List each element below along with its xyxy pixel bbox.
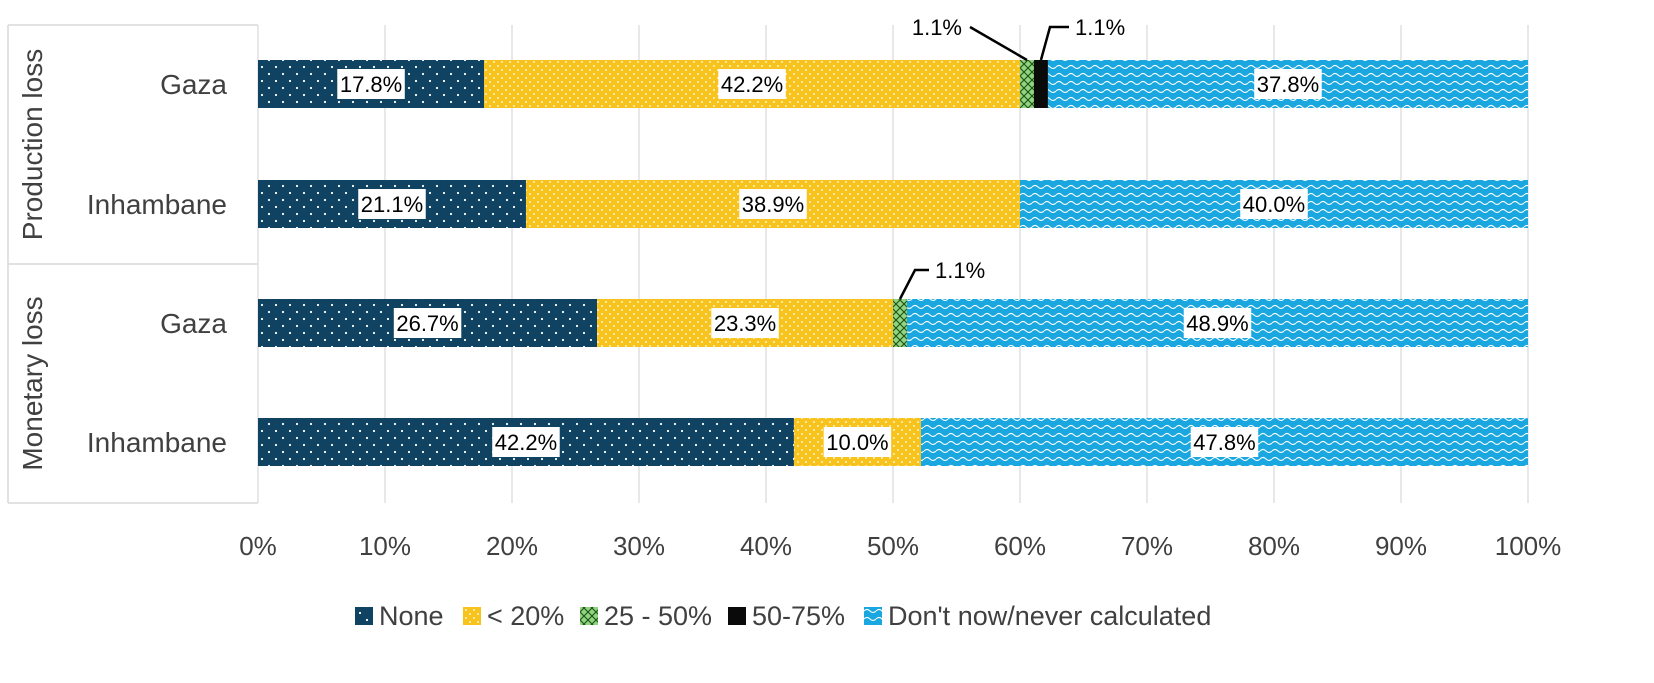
data-label: 38.9% — [742, 192, 804, 217]
x-tick-label: 100% — [1495, 531, 1562, 561]
data-label: 42.2% — [495, 430, 557, 455]
leader-line — [898, 268, 929, 300]
data-label: 23.3% — [714, 311, 776, 336]
legend-swatch-don-t-now-never-calculated — [864, 607, 882, 625]
data-label-bg — [337, 69, 405, 99]
data-label-bg — [1183, 308, 1252, 338]
bar-25-50-2 — [893, 299, 907, 347]
group-label-monetary-loss: Monetary loss — [17, 296, 48, 470]
data-label: 17.8% — [340, 72, 402, 97]
data-label-bg — [739, 189, 807, 219]
legend-label-none: None — [379, 601, 444, 631]
data-label: 47.8% — [1193, 430, 1255, 455]
legend-swatch-25-50 — [580, 607, 598, 625]
bar-25-50-0 — [1020, 60, 1034, 108]
x-tick-label: 20% — [486, 531, 538, 561]
group-label-production-loss: Production loss — [17, 49, 48, 240]
x-tick-label: 80% — [1248, 531, 1300, 561]
leader-line — [1039, 25, 1069, 61]
data-label-bg — [1254, 69, 1322, 99]
category-frame — [7, 24, 258, 504]
x-tick-label: 60% — [994, 531, 1046, 561]
data-label: 1.1% — [935, 258, 985, 283]
data-label-bg — [1190, 427, 1259, 457]
group-labels: Production loss Monetary loss — [17, 49, 48, 471]
data-label: 42.2% — [721, 72, 783, 97]
data-label-bg — [823, 427, 892, 457]
data-label-bg — [718, 69, 786, 99]
data-label: 10.0% — [826, 430, 888, 455]
x-tick-label: 10% — [359, 531, 411, 561]
x-tick-label: 70% — [1121, 531, 1173, 561]
data-label-bg — [393, 308, 462, 338]
bar-50-75-0 — [1033, 60, 1048, 108]
data-label: 48.9% — [1186, 311, 1248, 336]
data-label: 1.1% — [912, 15, 962, 40]
data-label-bg — [492, 427, 560, 457]
legend-label-25-50: 25 - 50% — [604, 601, 712, 631]
legend-swatch-none — [355, 607, 373, 625]
leader-lines — [898, 25, 1069, 300]
category-label-inhambane: Inhambane — [87, 427, 227, 458]
legend-label-don-t-now-never-calculated: Don't now/never calculated — [888, 601, 1211, 631]
data-label-bg — [711, 308, 779, 338]
legend: None < 20% 25 - 50% 50-75% Don't now/never c… — [355, 601, 1211, 631]
data-labels: 17.8% 42.2% 1.1% 1.1% 37.8% 21.1% 38.9% 40.0% 26… — [337, 15, 1322, 457]
data-label: 40.0% — [1243, 192, 1305, 217]
x-tick-label: 90% — [1375, 531, 1427, 561]
category-labels: Gaza Inhambane Gaza Inhambane — [87, 69, 228, 458]
leader-line — [969, 25, 1028, 62]
category-label-gaza: Gaza — [160, 308, 227, 339]
x-tick-label: 0% — [239, 531, 277, 561]
legend-label-50-75: 50-75% — [752, 601, 845, 631]
data-label: 1.1% — [1075, 15, 1125, 40]
data-label-bg — [358, 189, 426, 219]
data-label: 26.7% — [396, 311, 458, 336]
data-label: 21.1% — [361, 192, 423, 217]
data-label-bg — [1240, 189, 1308, 219]
x-tick-label: 40% — [740, 531, 792, 561]
legend-swatch-20 — [463, 607, 481, 625]
category-label-inhambane: Inhambane — [87, 189, 227, 220]
category-label-gaza: Gaza — [160, 69, 227, 100]
x-tick-label: 50% — [867, 531, 919, 561]
legend-label-20: < 20% — [487, 601, 564, 631]
x-axis-tick-labels: 0% 10% 20% 30% 40% 50% 60% 70% 80% 90% 100% — [239, 531, 1561, 561]
x-tick-label: 30% — [613, 531, 665, 561]
data-label: 37.8% — [1257, 72, 1319, 97]
legend-swatch-50-75 — [728, 607, 746, 625]
